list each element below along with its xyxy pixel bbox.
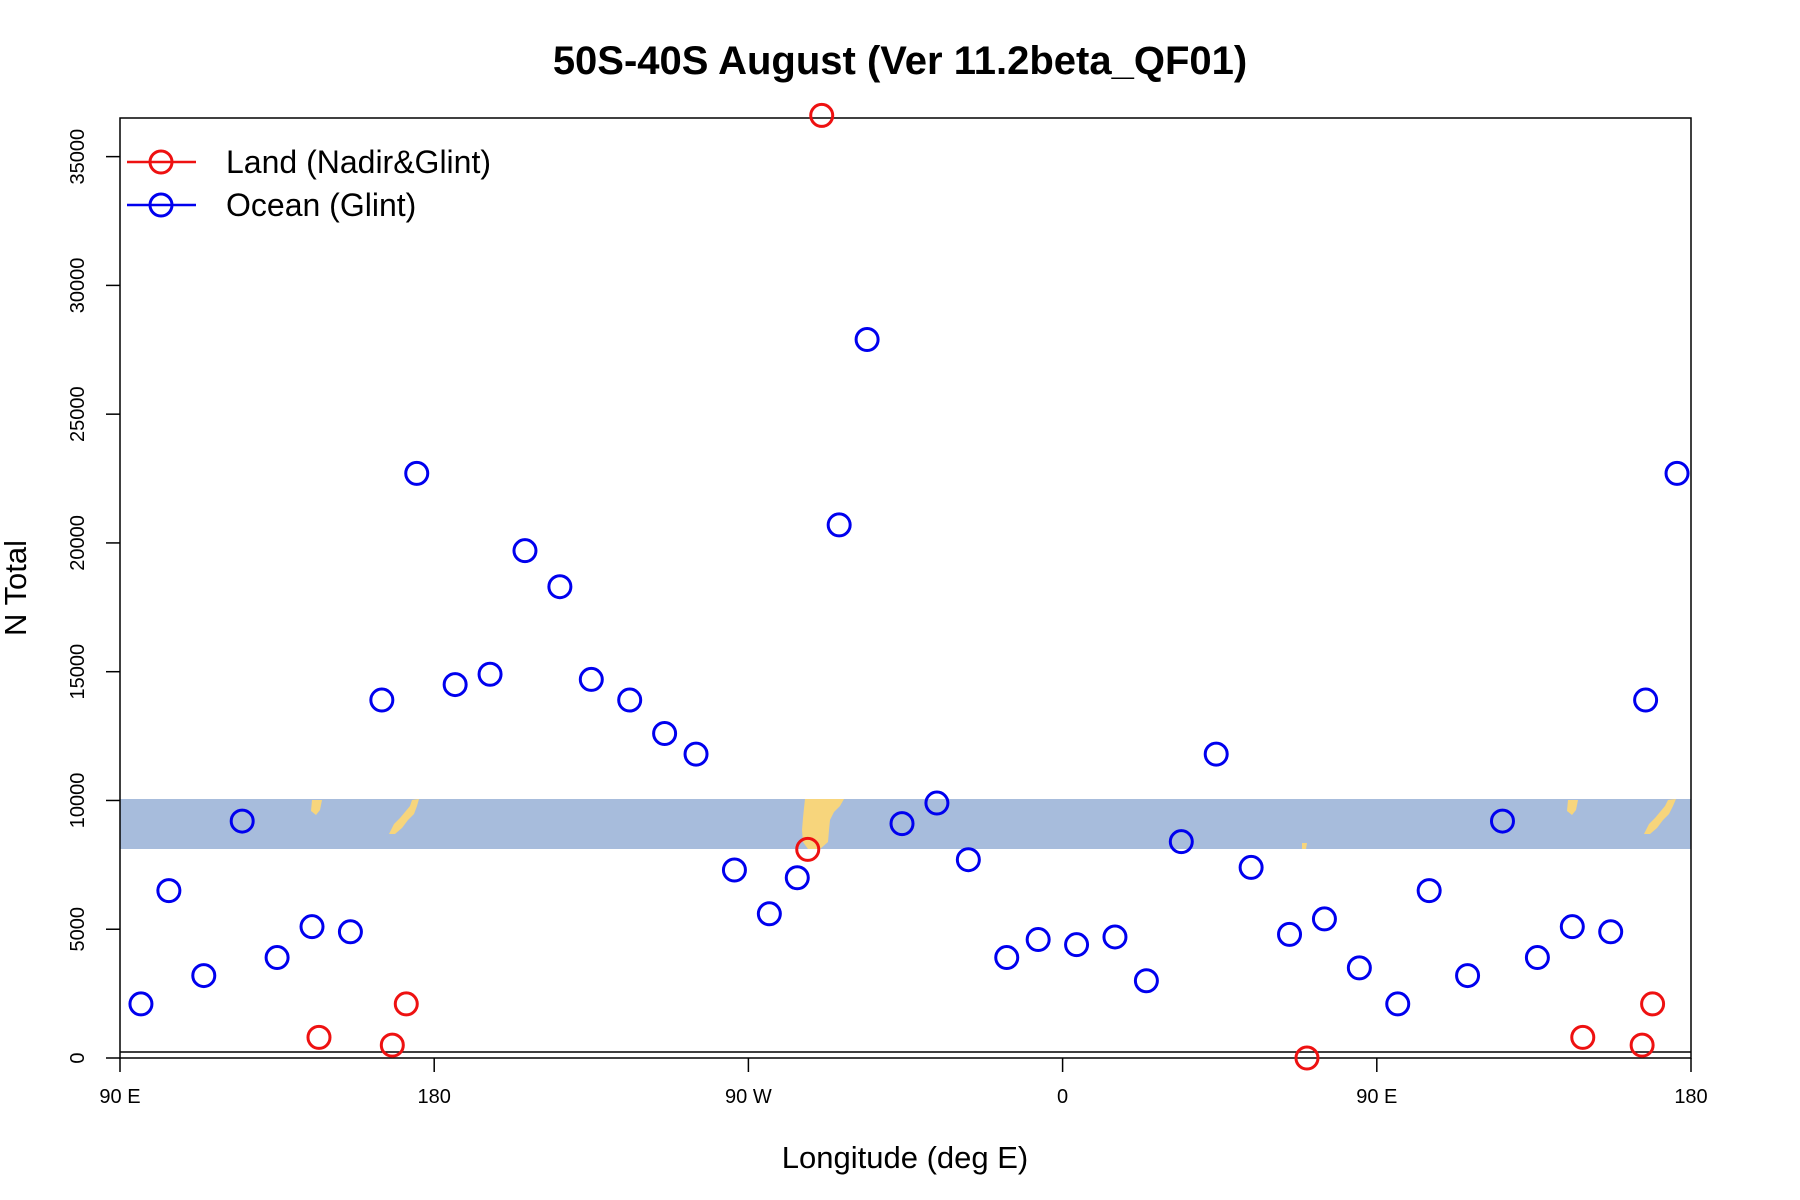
y-tick-label: 35000: [67, 129, 89, 185]
y-axis-label: N Total: [0, 540, 33, 636]
ocean-point: [191, 963, 217, 989]
ocean-point: [128, 991, 154, 1017]
y-tick-label: 0: [67, 1052, 89, 1063]
x-tick-label: 180: [1674, 1086, 1707, 1108]
ocean-point: [1455, 963, 1481, 989]
land-patch-south-america: [802, 799, 844, 849]
ocean-point: [889, 811, 915, 837]
x-tick-label: 90 E: [1356, 1086, 1397, 1108]
land-point: [1570, 1024, 1596, 1050]
ocean-point: [1311, 906, 1337, 932]
plot-frame: [119, 117, 1692, 1059]
land-point: [379, 1032, 405, 1058]
x-tick-label: 0: [1057, 1086, 1068, 1108]
land-point: [809, 102, 835, 128]
land-patch-small-island: [311, 800, 322, 815]
ocean-point: [1664, 460, 1690, 486]
ocean-point: [1064, 932, 1090, 958]
ocean-point: [683, 741, 709, 767]
ocean-point: [1203, 741, 1229, 767]
y-axis: 0 5000 10000 15000 20000 25000 30000 35000: [67, 129, 120, 1064]
land-point: [306, 1024, 332, 1050]
ocean-point: [652, 721, 678, 747]
legend-marker-land: [148, 149, 174, 175]
land-patch-new-zealand: [389, 799, 419, 834]
chart-title: 50S-40S August (Ver 11.2beta_QF01): [553, 39, 1247, 83]
legend-label-land: Land (Nadir&Glint): [226, 144, 491, 180]
data-points: [128, 102, 1690, 1071]
map-strip: [120, 799, 1691, 849]
ocean-point: [1385, 991, 1411, 1017]
ocean-point: [924, 790, 950, 816]
ocean-point: [617, 687, 643, 713]
ocean-point: [1346, 955, 1372, 981]
ocean-point: [477, 661, 503, 687]
legend-label-ocean: Ocean (Glint): [226, 187, 416, 223]
ocean-point: [1133, 968, 1159, 994]
ocean-point: [512, 538, 538, 564]
ocean-point: [1633, 687, 1659, 713]
ocean-point: [442, 672, 468, 698]
ocean-point: [369, 687, 395, 713]
ocean-point: [955, 847, 981, 873]
legend: Land (Nadir&Glint) Ocean (Glint): [127, 144, 491, 223]
ocean-point: [826, 512, 852, 538]
ocean-point: [1168, 829, 1194, 855]
ocean-point: [1524, 945, 1550, 971]
ocean-point: [404, 460, 430, 486]
ocean-point: [1598, 919, 1624, 945]
ocean-point: [1025, 927, 1051, 953]
y-tick-label: 15000: [67, 644, 89, 700]
y-tick-label: 10000: [67, 773, 89, 829]
ocean-point: [721, 857, 747, 883]
x-tick-label: 90 E: [99, 1086, 140, 1108]
ocean-point: [1277, 921, 1303, 947]
ocean-point: [156, 878, 182, 904]
ocean-point: [337, 919, 363, 945]
ocean-point: [229, 808, 255, 834]
ocean-band: [120, 799, 1691, 849]
land-patch-new-zealand-2: [1644, 799, 1676, 834]
ocean-point: [264, 945, 290, 971]
ocean-point: [756, 901, 782, 927]
ocean-point: [547, 574, 573, 600]
y-tick-label: 25000: [67, 386, 89, 442]
land-patch-small-island-2: [1567, 800, 1578, 815]
y-tick-label: 5000: [67, 907, 89, 952]
ocean-point: [1238, 854, 1264, 880]
x-tick-label: 180: [418, 1086, 451, 1108]
ocean-point: [1489, 808, 1515, 834]
ocean-point: [1102, 924, 1128, 950]
x-axis-label: Longitude (deg E): [782, 1140, 1028, 1175]
y-tick-label: 30000: [67, 258, 89, 314]
legend-marker-ocean: [148, 192, 174, 218]
land-point: [1294, 1045, 1320, 1071]
land-point: [1629, 1032, 1655, 1058]
ocean-point: [994, 945, 1020, 971]
x-tick-label: 90 W: [725, 1086, 772, 1108]
ocean-point: [1416, 878, 1442, 904]
land-point: [1640, 991, 1666, 1017]
land-patch-tiny: [1302, 843, 1307, 849]
ocean-point: [854, 326, 880, 352]
ocean-point: [299, 914, 325, 940]
ocean-point: [784, 865, 810, 891]
land-point: [795, 836, 821, 862]
ocean-point: [1559, 914, 1585, 940]
land-point: [393, 991, 419, 1017]
x-axis: 90 E 180 90 W 0 90 E 180: [99, 1058, 1708, 1108]
ocean-point: [578, 666, 604, 692]
y-tick-label: 20000: [67, 515, 89, 571]
